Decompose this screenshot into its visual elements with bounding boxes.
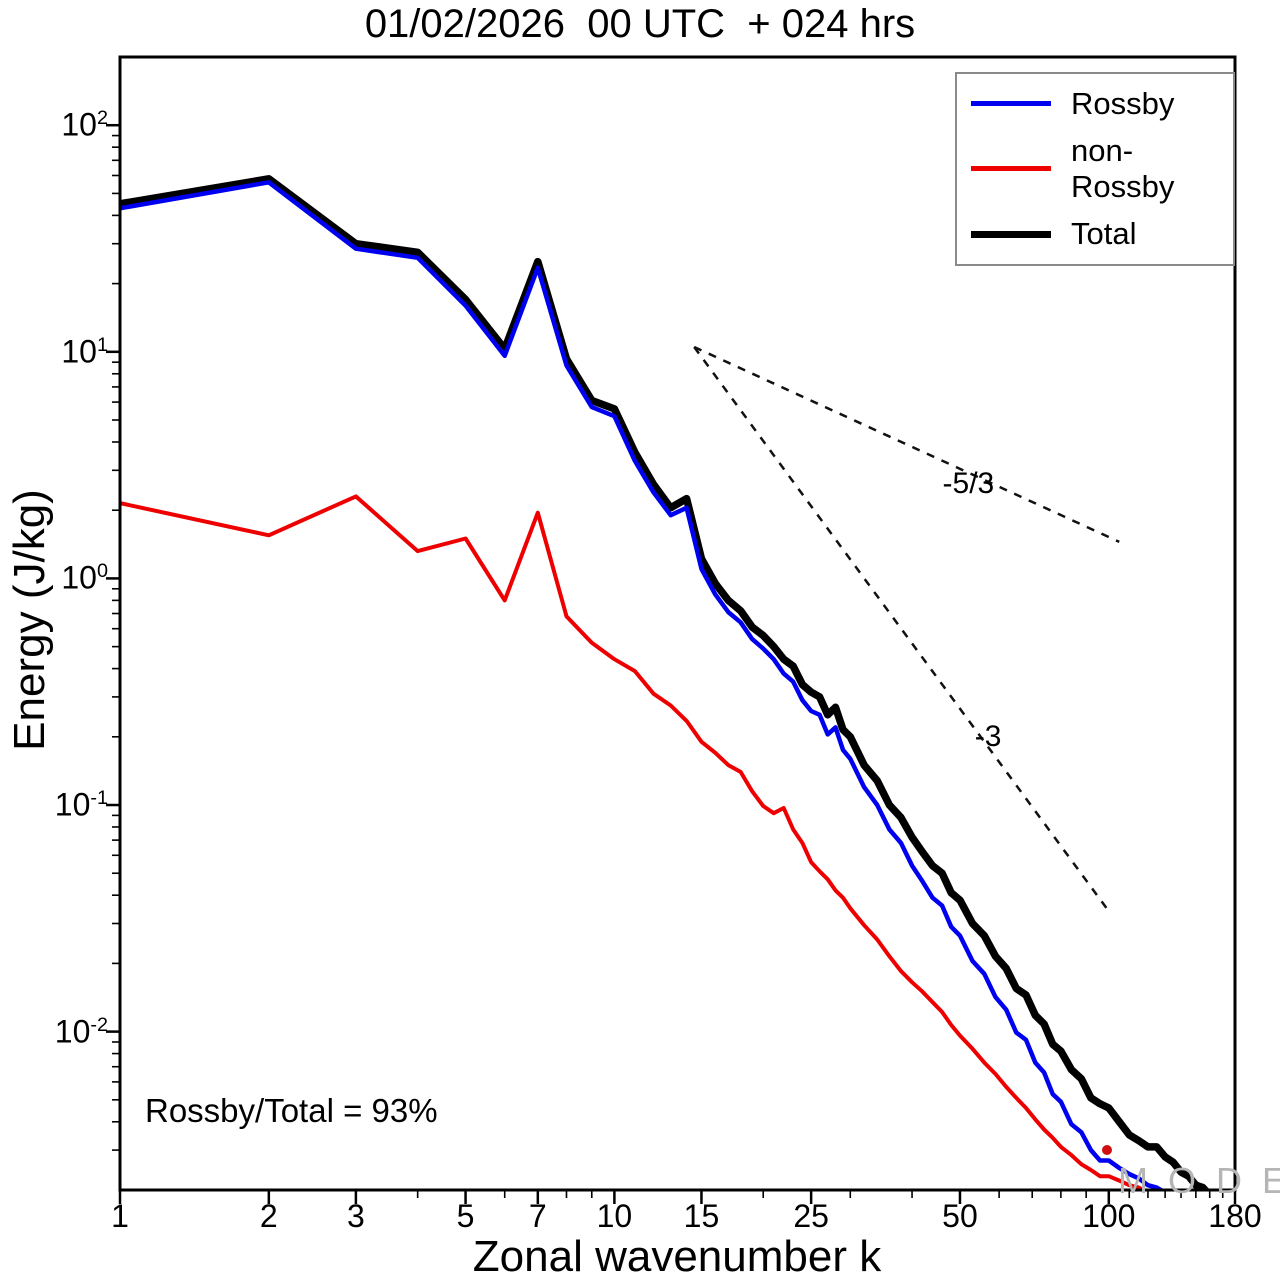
x-tick-label: 5	[456, 1198, 475, 1234]
rossby-total-ratio-annotation: Rossby/Total = 93%	[145, 1092, 438, 1129]
x-tick-label: 1	[111, 1198, 129, 1234]
non-rossby-line	[120, 494, 1148, 1190]
modes-logo-red-dot	[1102, 1145, 1112, 1155]
rossby-line	[120, 180, 1166, 1190]
x-tick-label: 100	[1082, 1198, 1136, 1234]
legend-label: Total	[1071, 216, 1137, 252]
reference-slope-line	[693, 345, 1120, 543]
y-tick-label: 102	[61, 106, 108, 143]
x-tick-label: 7	[528, 1198, 547, 1234]
legend-item-rossby: Rossby	[957, 86, 1233, 122]
legend-item-non-rossby: non-Rossby	[957, 133, 1233, 205]
chart-title: 01/02/2026 00 UTC + 024 hrs	[364, 2, 916, 46]
modes-watermark: M O D E S©	[1058, 1118, 1280, 1281]
legend-label: Rossby	[1071, 85, 1175, 121]
modes-watermark-text: M O D E S	[1118, 1160, 1280, 1201]
legend-item-total: Total	[957, 216, 1233, 252]
rossby-line-sample	[971, 101, 1051, 107]
y-tick-label: 10-1	[54, 786, 108, 823]
x-tick-label: 2	[259, 1198, 278, 1234]
x-tick-label: 50	[942, 1198, 978, 1234]
non-rossby-line-sample	[971, 166, 1051, 172]
x-tick-label: 180	[1208, 1198, 1262, 1234]
y-tick-label: 10-2	[54, 1013, 108, 1050]
x-tick-label: 10	[596, 1198, 633, 1234]
total-line-sample	[971, 230, 1051, 238]
y-tick-label: 100	[61, 559, 108, 596]
legend-box: Rossby non-Rossby Total	[955, 72, 1235, 266]
reference-slope-label: -5/3	[942, 467, 995, 501]
x-tick-label: 25	[793, 1198, 829, 1234]
x-tick-label: 3	[346, 1198, 365, 1234]
reference-slope-line	[693, 346, 1110, 912]
total-line	[120, 175, 1211, 1190]
reference-slope-label: -3	[974, 719, 1002, 753]
x-tick-label: 15	[683, 1198, 720, 1234]
plot-frame	[118, 55, 1237, 1192]
x-axis-label: Zonal wavenumber k	[472, 1232, 882, 1281]
legend-label: non-Rossby	[1071, 132, 1175, 204]
y-tick-label: 101	[61, 333, 108, 370]
